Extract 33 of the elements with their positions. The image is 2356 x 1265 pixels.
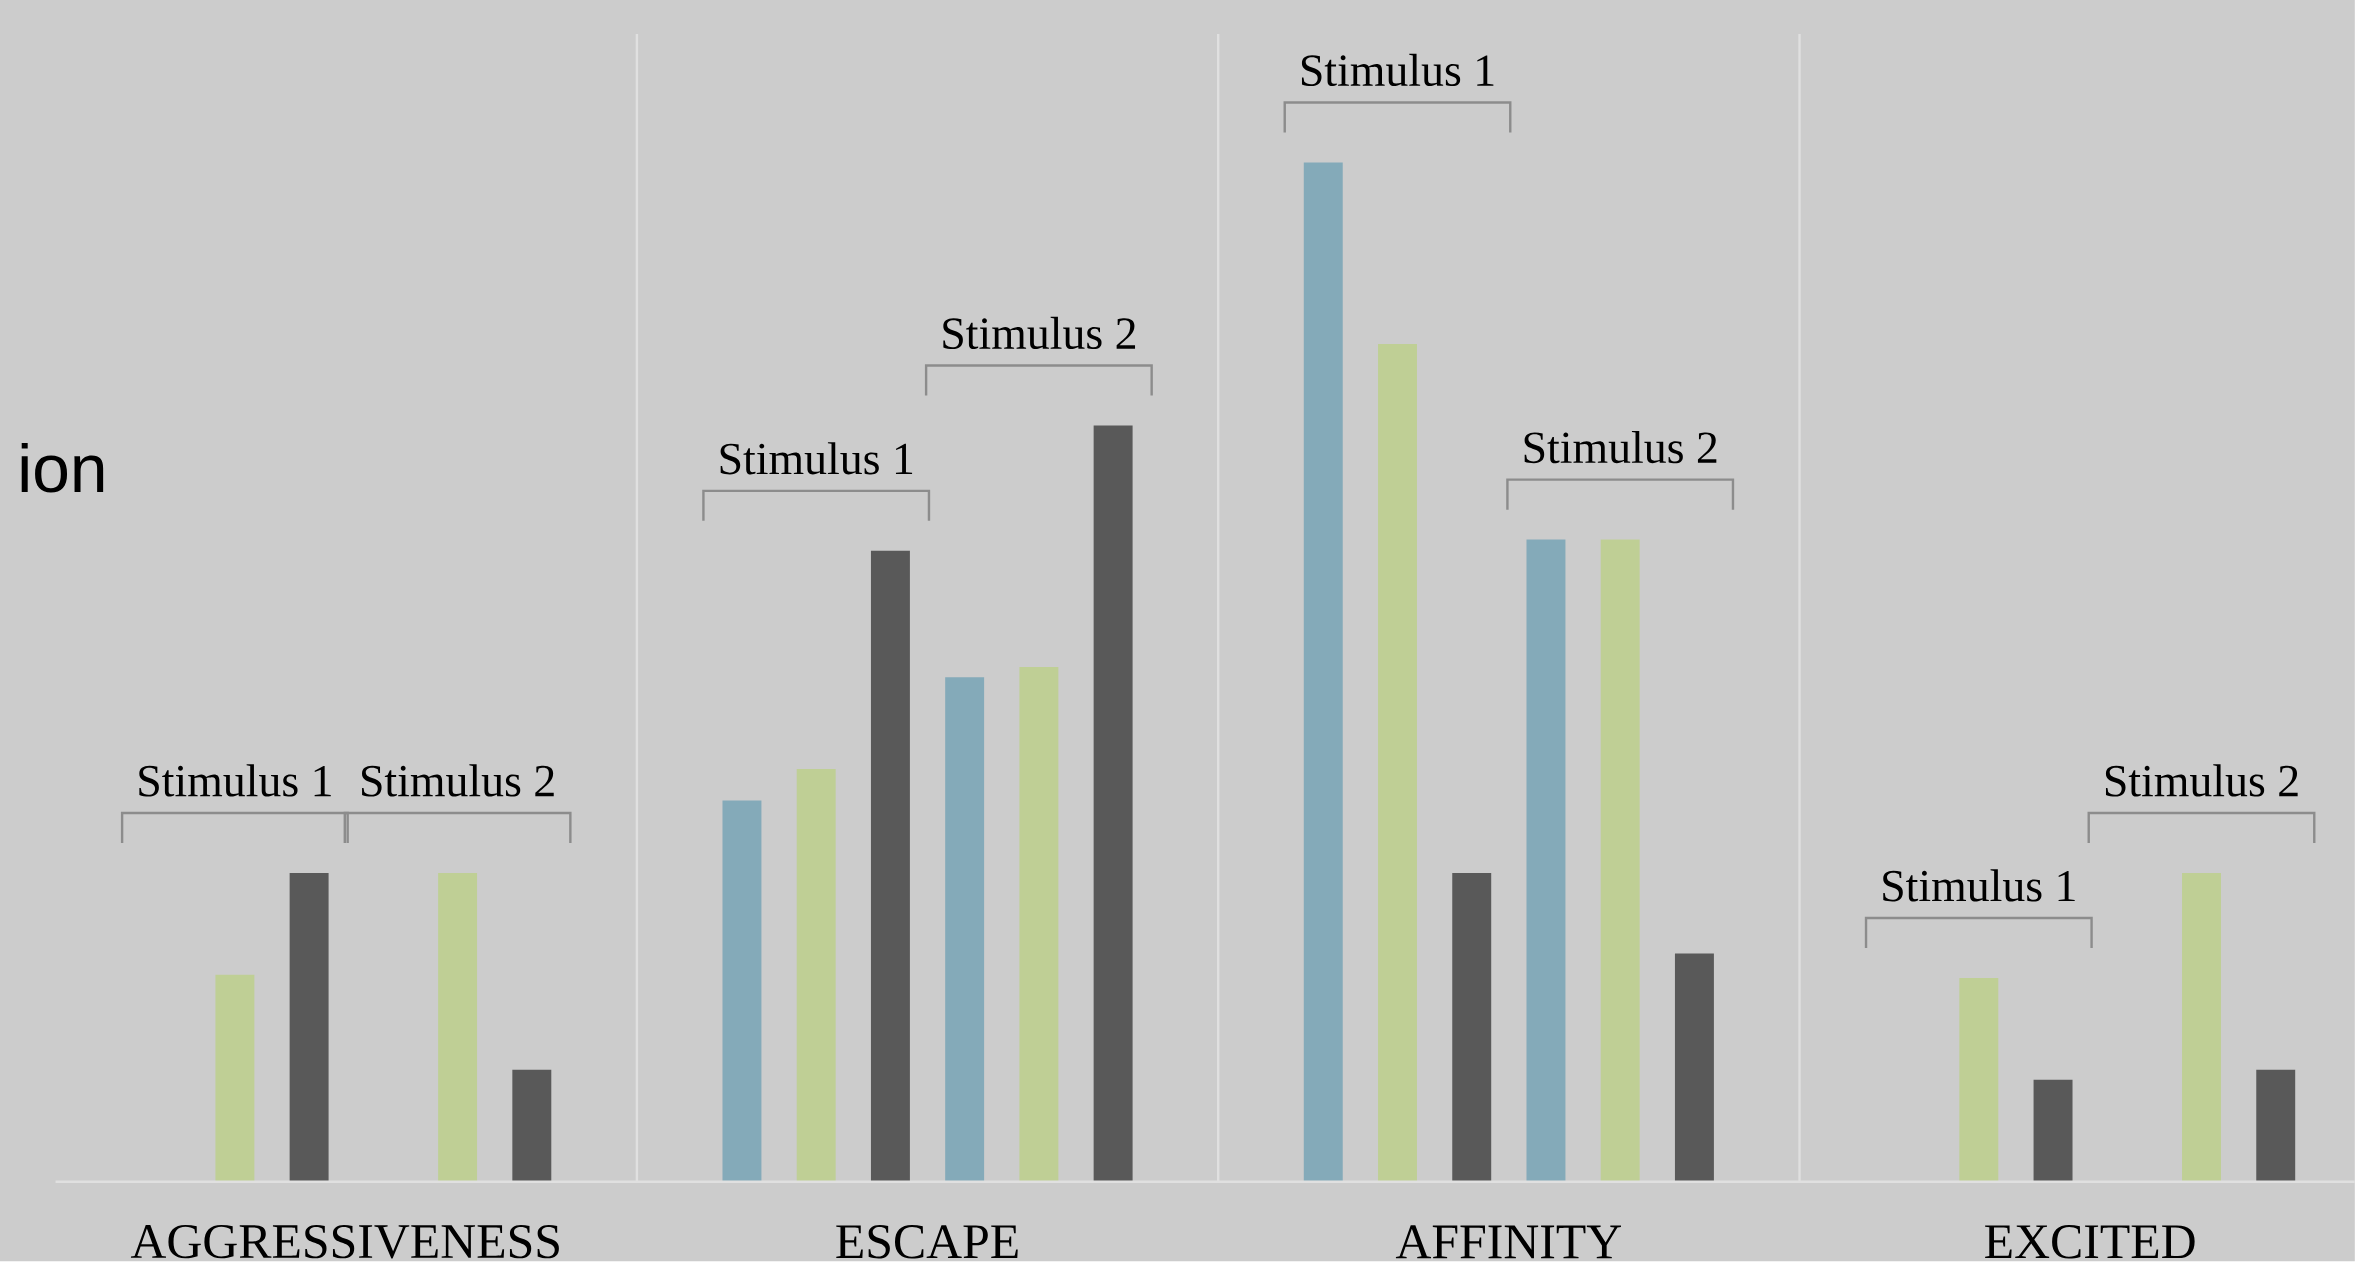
x-tick-label: ESCAPE (836, 1224, 1018, 1259)
bar (796, 768, 836, 1182)
annotation: Stimulus 2 (362, 764, 554, 797)
bar (1093, 425, 1133, 1182)
x-tick-label: EXCITED (1985, 1224, 2195, 1259)
bar (215, 974, 255, 1182)
bar (438, 872, 478, 1182)
bar (1959, 977, 1999, 1182)
x-tick-label: AGGRESSIVENESS (130, 1224, 559, 1259)
bar (945, 677, 985, 1182)
bar (1452, 872, 1492, 1182)
bar (1303, 162, 1343, 1182)
bar (1019, 666, 1059, 1182)
annotation: Stimulus 2 (1524, 430, 1717, 464)
bar (1674, 953, 1714, 1182)
bar (1526, 539, 1566, 1182)
bar (870, 550, 910, 1182)
bar (289, 872, 329, 1182)
bar (2182, 872, 2221, 1182)
annotation: Stimulus 2 (2105, 764, 2298, 797)
bar (512, 1069, 552, 1182)
bar (1600, 539, 1640, 1182)
bar (2256, 1069, 2296, 1182)
bar (1378, 343, 1417, 1182)
bar (2033, 1079, 2073, 1182)
annotation: ion (21, 442, 104, 493)
annotation: Stimulus 1 (1883, 869, 2075, 902)
bar (722, 800, 762, 1182)
x-tick-label: AFFINITY (1395, 1225, 1621, 1259)
text: Stimulus 1 (1301, 53, 1494, 86)
annotation: Stimulus 1 (720, 442, 913, 475)
annotation: Stimulus 2 (943, 316, 1136, 349)
annotation: Stimulus 1 (139, 764, 331, 797)
